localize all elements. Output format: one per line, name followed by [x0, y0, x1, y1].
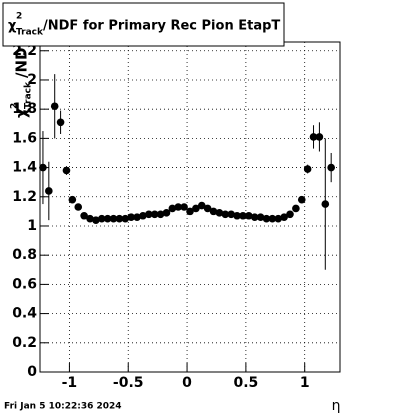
- y-tick-label: 2.2: [12, 43, 37, 59]
- data-point: [233, 211, 241, 220]
- data-point: [168, 204, 177, 213]
- data-point: [250, 213, 259, 222]
- data-point: [156, 210, 165, 219]
- data-point: [227, 210, 235, 219]
- y-title-sub: Track: [24, 81, 34, 109]
- data-point: [162, 209, 171, 217]
- data-point: [286, 210, 294, 219]
- y-tick-label: 0.4: [12, 306, 37, 322]
- data-point: [315, 133, 324, 141]
- title-text: /NDF for Primary Rec Pion EtapT: [43, 19, 280, 34]
- data-point: [74, 203, 83, 211]
- data-point: [297, 195, 306, 204]
- data-point: [180, 203, 188, 211]
- data-point: [197, 201, 206, 210]
- y-tick-label: 0.6: [12, 276, 37, 292]
- title-sub: Track: [16, 28, 44, 38]
- data-point: [139, 211, 147, 220]
- data-point: [215, 209, 224, 217]
- x-tick-label: -1: [62, 375, 78, 391]
- data-point: [62, 166, 71, 175]
- data-point: [239, 211, 247, 220]
- y-tick-label: 1.8: [12, 101, 37, 117]
- data-point: [109, 214, 118, 223]
- title-symbol: χ: [8, 19, 17, 34]
- data-point: [50, 102, 59, 111]
- y-title-sup: 2: [10, 103, 20, 109]
- data-point: [262, 214, 271, 223]
- data-point: [133, 213, 141, 222]
- y-tick-label: 0.8: [12, 247, 37, 263]
- data-point: [292, 204, 300, 213]
- y-tick-label: 1.2: [12, 189, 37, 205]
- data-point: [309, 133, 318, 141]
- data-point: [321, 200, 330, 208]
- data-point: [256, 213, 265, 222]
- y-tick-label: 0: [27, 364, 37, 380]
- data-point: [86, 214, 94, 223]
- data-point: [103, 214, 112, 223]
- y-tick-label: 2: [27, 72, 37, 88]
- y-tick-label: 1: [27, 218, 37, 234]
- data-point: [80, 211, 88, 220]
- data-point: [280, 213, 288, 222]
- data-point: [45, 187, 53, 195]
- y-title-symbol: χ: [13, 108, 31, 118]
- data-point: [274, 214, 283, 223]
- data-point: [245, 211, 253, 220]
- x-tick-label: 1: [300, 375, 310, 391]
- data-point: [68, 195, 77, 204]
- data-point: [192, 204, 200, 213]
- title-sup: 2: [16, 12, 22, 22]
- data-point: [56, 118, 65, 127]
- x-tick-label: -0.5: [113, 375, 144, 391]
- data-point: [115, 214, 124, 223]
- data-point: [221, 210, 230, 219]
- data-point: [150, 210, 159, 219]
- data-point: [127, 213, 135, 222]
- data-point: [268, 214, 277, 223]
- footer: Fri Jan 5 10:22:36 2024: [4, 402, 122, 412]
- y-axis-title: χ 2 Track /NDF: [10, 37, 34, 118]
- plot-layer: 00.20.40.60.811.21.41.61.822.2-1 -0.5 0 0.5…: [12, 42, 340, 391]
- data-point: [97, 214, 106, 223]
- x-tick-label: 0: [182, 375, 192, 391]
- data-point: [174, 203, 183, 211]
- data-point: [303, 165, 312, 173]
- data-point: [209, 207, 218, 216]
- y-tick-label: 1.4: [12, 160, 37, 176]
- y-tick-label: 1.6: [12, 130, 37, 146]
- x-axis-title: η: [332, 398, 341, 414]
- y-title-text: /NDF: [13, 37, 31, 78]
- y-tick-label: 0.2: [12, 335, 37, 351]
- data-point: [92, 216, 100, 224]
- x-tick-label: 0.5: [233, 375, 258, 391]
- data-point: [327, 163, 335, 172]
- title-box: [2, 2, 285, 47]
- data-point: [186, 207, 194, 216]
- data-point: [121, 214, 130, 223]
- data-point: [145, 210, 153, 219]
- data-point: [203, 204, 212, 213]
- data-point: [39, 163, 47, 172]
